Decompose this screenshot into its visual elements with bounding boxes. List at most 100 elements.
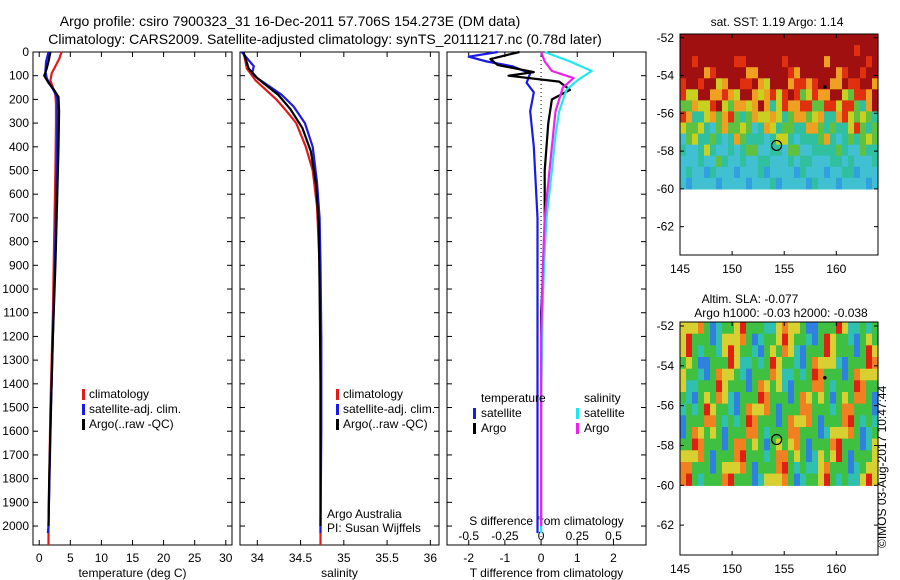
heat-cell [824,392,831,405]
heat-cell [782,111,789,124]
heat-cell [842,368,849,381]
temperature-xtick-label: 5 [67,551,74,565]
heat-cell [776,380,783,393]
heat-cell [872,155,879,168]
heat-cell [848,380,855,393]
salinity-plot-frame [239,51,440,546]
heat-cell [740,322,747,335]
heat-cell [752,333,759,346]
heat-cell [830,45,837,57]
heat-cell [746,56,753,68]
heat-cell [806,450,813,463]
heat-cell [824,100,831,113]
heat-cell [704,56,711,68]
heat-cell [848,155,855,168]
heat-cell [794,45,801,57]
heat-cell [728,333,735,346]
heat-cell [824,438,831,451]
heat-cell [704,438,711,451]
heat-cell [716,438,723,451]
heat-cell [854,100,861,113]
heat-cell [812,333,819,346]
heat-cell [830,56,837,68]
heat-cell [716,473,723,486]
heat-cell [824,427,831,440]
heat-cell [854,427,861,440]
heat-cell [746,380,753,393]
heat-cell [770,368,777,381]
heat-cell [812,450,819,463]
heat-cell [848,177,855,190]
heat-cell [758,368,765,381]
heat-cell [842,133,849,146]
heat-cell [710,380,717,393]
panel-sla-map: 145 150 155 160 -52 -54 -56 -58 -60 -62 Altim. SLA… [657,292,879,576]
heat-cell [758,473,765,486]
heat-cell [734,462,741,475]
heat-cell [866,56,873,68]
heat-cell [680,427,687,440]
heat-cell [680,100,687,113]
heat-cell [872,34,879,46]
heat-cell [686,144,693,157]
heat-cell [698,357,705,370]
heat-cell [770,144,777,157]
heat-cell [836,133,843,146]
heat-cell [716,89,723,101]
heat-cell [800,78,807,90]
heat-cell [686,322,693,335]
heat-cell [842,333,849,346]
heat-cell [770,450,777,463]
heat-cell [830,333,837,346]
heat-cell [836,368,843,381]
heat-cell [764,322,771,335]
heat-cell [716,133,723,146]
heat-cell [860,78,867,90]
heat-cell [722,380,729,393]
heat-cell [740,392,747,405]
heat-cell [734,89,741,101]
heat-cell [752,368,759,381]
heat-cell [842,56,849,68]
heat-cell [734,166,741,179]
heat-cell [818,450,825,463]
heat-cell [776,322,783,335]
heat-cell [710,133,717,146]
heat-cell [722,144,729,157]
heat-cell [794,56,801,68]
difference-xtick-label: -1 [500,551,511,565]
heat-cell [866,357,873,370]
sla-map-xtick-label: 145 [670,562,690,576]
annotation-text: Argo Australia [327,507,402,521]
salinity-xtick-label: 35.5 [375,551,399,565]
legend-label: Argo(..raw -QC) [89,417,174,431]
heat-cell [806,427,813,440]
heat-cell [824,122,831,135]
heat-cell [824,155,831,168]
heat-cell [872,403,879,416]
heat-cell [800,166,807,179]
heat-cell [800,177,807,190]
heat-cell [752,473,759,486]
heat-cell [698,450,705,463]
heat-cell [770,473,777,486]
heat-cell [710,438,717,451]
heat-cell [770,166,777,179]
heat-cell [686,473,693,486]
heat-cell [794,89,801,101]
heat-cell [764,89,771,101]
heat-cell [746,111,753,124]
heat-cell [728,122,735,135]
heat-cell [812,427,819,440]
heat-cell [728,45,735,57]
heat-cell [842,450,849,463]
heat-cell [842,392,849,405]
x2-tick-label: -0.5 [458,529,479,543]
heat-cell [824,450,831,463]
heat-cell [746,473,753,486]
heat-cell [848,34,855,46]
heat-cell [782,56,789,68]
heat-cell [740,122,747,135]
heat-cell [842,34,849,46]
heat-cell [704,155,711,168]
